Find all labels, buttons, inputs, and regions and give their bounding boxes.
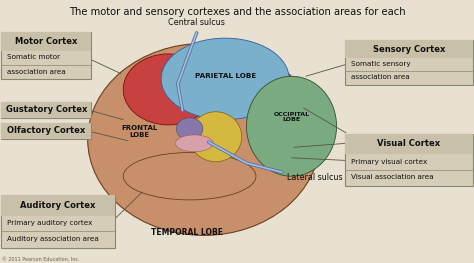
Ellipse shape (161, 38, 289, 120)
FancyBboxPatch shape (345, 40, 473, 58)
Ellipse shape (190, 112, 242, 162)
FancyBboxPatch shape (1, 195, 115, 248)
Text: Motor Cortex: Motor Cortex (15, 37, 77, 46)
Text: Visual association area: Visual association area (351, 174, 433, 180)
Ellipse shape (123, 153, 256, 200)
FancyBboxPatch shape (1, 102, 91, 118)
Text: Lateral sulcus: Lateral sulcus (287, 173, 342, 182)
FancyBboxPatch shape (1, 123, 91, 139)
Text: The motor and sensory cortexes and the association areas for each: The motor and sensory cortexes and the a… (69, 7, 405, 17)
Text: PARIETAL LOBE: PARIETAL LOBE (194, 73, 256, 79)
Text: Gustatory Cortex: Gustatory Cortex (6, 105, 87, 114)
Text: FRONTAL
LOBE: FRONTAL LOBE (122, 125, 158, 138)
Text: Sensory Cortex: Sensory Cortex (373, 44, 445, 53)
Text: Somatic sensory: Somatic sensory (351, 61, 410, 67)
Ellipse shape (123, 54, 213, 125)
FancyBboxPatch shape (1, 102, 91, 118)
FancyBboxPatch shape (345, 134, 473, 154)
FancyBboxPatch shape (1, 32, 91, 79)
FancyBboxPatch shape (1, 123, 91, 139)
Text: Olfactory Cortex: Olfactory Cortex (7, 126, 85, 135)
FancyBboxPatch shape (1, 32, 91, 51)
FancyBboxPatch shape (1, 195, 115, 216)
Ellipse shape (176, 118, 203, 140)
Text: Visual Cortex: Visual Cortex (377, 139, 440, 148)
Ellipse shape (88, 43, 320, 235)
Text: Somatic motor: Somatic motor (7, 54, 60, 60)
Text: © 2011 Pearson Education, Inc.: © 2011 Pearson Education, Inc. (2, 257, 80, 262)
Ellipse shape (175, 135, 213, 152)
Text: Auditory Cortex: Auditory Cortex (20, 201, 96, 210)
Text: Primary visual cortex: Primary visual cortex (351, 159, 427, 165)
Text: association area: association area (351, 74, 410, 80)
Ellipse shape (246, 76, 337, 176)
Text: association area: association area (7, 69, 66, 75)
Text: OCCIPITAL
LOBE: OCCIPITAL LOBE (273, 112, 310, 123)
Text: Primary auditory cortex: Primary auditory cortex (7, 220, 92, 226)
Text: Auditory association area: Auditory association area (7, 236, 99, 242)
FancyBboxPatch shape (345, 40, 473, 85)
Text: TEMPORAL LOBE: TEMPORAL LOBE (151, 228, 223, 237)
FancyBboxPatch shape (345, 134, 473, 186)
Text: Central sulcus: Central sulcus (168, 18, 225, 27)
